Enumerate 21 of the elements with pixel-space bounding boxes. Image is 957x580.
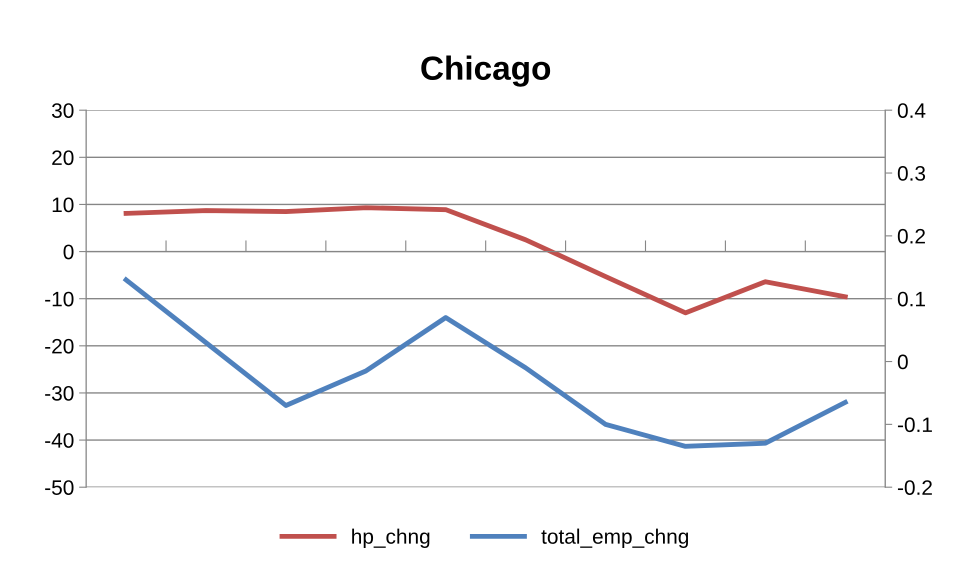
y-tick-label: -50 <box>45 480 74 495</box>
y2-tick-label: 0.2 <box>898 228 925 244</box>
y2-tick-label: 0 <box>898 354 908 370</box>
y2-tick-label: 0.3 <box>898 166 926 181</box>
legend-label: hp_chng <box>352 528 430 548</box>
y-tick-label: 10 <box>52 197 74 212</box>
y2-tick-label: 0.4 <box>898 103 926 118</box>
y-tick-label: -40 <box>45 433 74 448</box>
y2-tick-label: -0.2 <box>898 480 932 495</box>
legend-label: total_emp_chng <box>541 528 688 548</box>
line-series <box>124 277 848 449</box>
y-tick-label: -10 <box>45 292 74 306</box>
line-series <box>124 205 848 316</box>
y-tick-label: 30 <box>52 103 74 118</box>
y-tick-label: 20 <box>52 150 74 166</box>
y-tick-label: -20 <box>45 338 74 354</box>
y2-tick-label: -0.1 <box>898 417 932 432</box>
y2-tick-label: 0.1 <box>898 292 925 306</box>
y-tick-label: -30 <box>45 386 74 401</box>
y-tick-label: 0 <box>64 244 74 260</box>
chart-title: Chicago <box>421 55 550 87</box>
